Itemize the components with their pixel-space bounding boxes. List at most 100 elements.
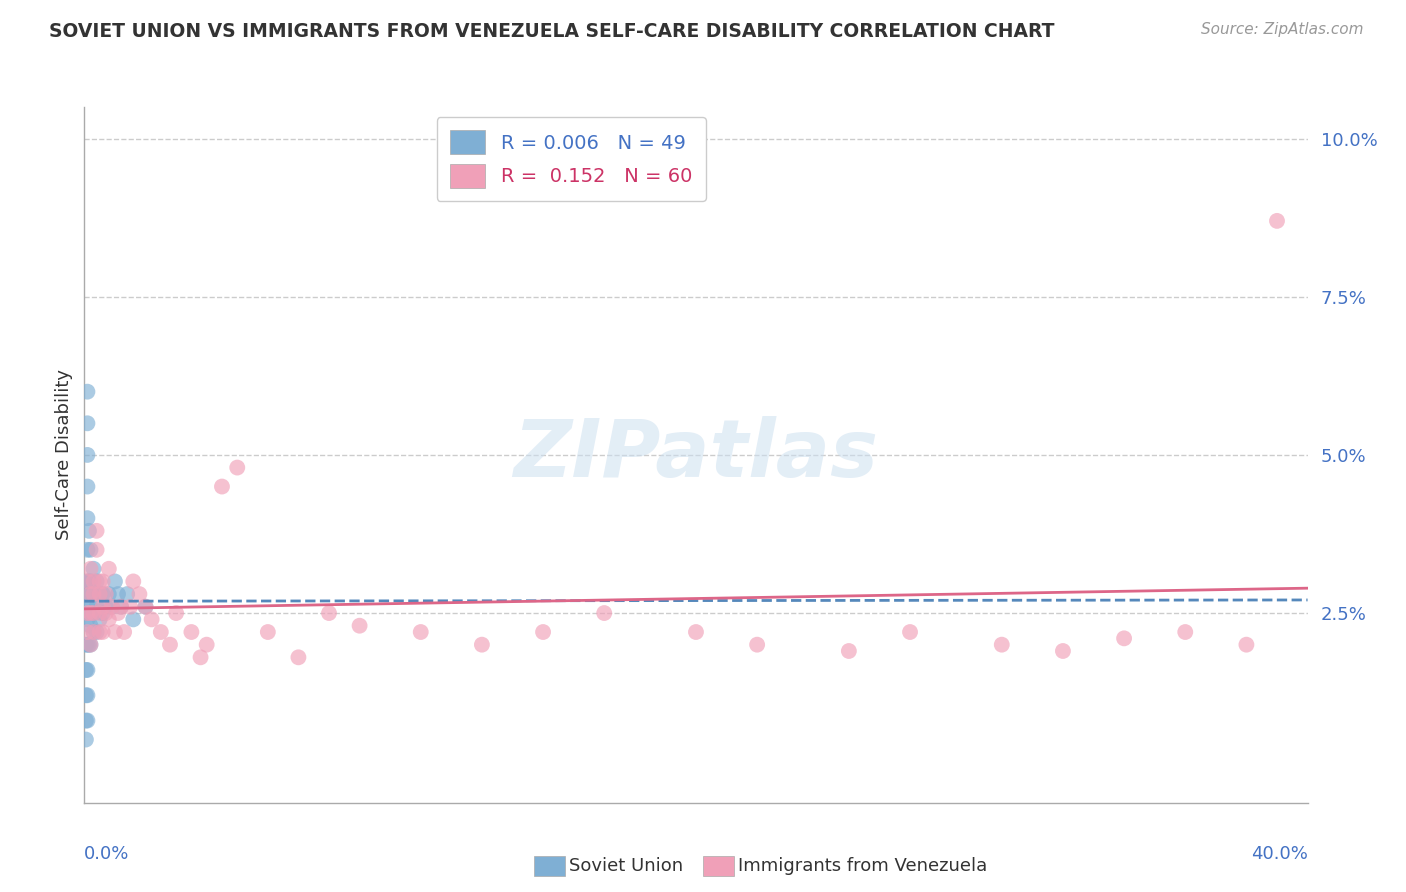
Point	[86, 599, 108, 614]
Point	[838, 644, 860, 658]
Point	[83, 587, 105, 601]
Point	[79, 587, 101, 601]
Point	[115, 587, 138, 601]
Point	[257, 625, 280, 640]
Y-axis label: Self-Care Disability: Self-Care Disability	[55, 369, 73, 541]
Point	[135, 599, 157, 614]
Point	[91, 606, 114, 620]
Point	[86, 524, 108, 538]
Point	[349, 618, 371, 632]
Point	[79, 638, 101, 652]
Point	[79, 542, 101, 557]
Point	[75, 688, 97, 702]
Point	[107, 587, 129, 601]
Point	[107, 606, 129, 620]
Point	[77, 638, 100, 652]
Point	[128, 587, 150, 601]
Point	[76, 663, 98, 677]
Point	[110, 599, 132, 614]
Point	[83, 606, 105, 620]
Point	[76, 574, 98, 589]
Point	[86, 542, 108, 557]
Point	[122, 574, 145, 589]
Point	[89, 574, 111, 589]
Point	[77, 574, 100, 589]
Point	[120, 599, 142, 614]
Text: Source: ZipAtlas.com: Source: ZipAtlas.com	[1201, 22, 1364, 37]
Point	[79, 618, 101, 632]
Point	[110, 599, 132, 614]
Point	[1265, 214, 1288, 228]
Point	[91, 587, 114, 601]
Point	[91, 625, 114, 640]
Point	[79, 574, 101, 589]
Point	[991, 638, 1014, 652]
Point	[101, 599, 124, 614]
Text: ZIPatlas: ZIPatlas	[513, 416, 879, 494]
Point	[165, 606, 187, 620]
Point	[1174, 625, 1197, 640]
Point	[77, 606, 100, 620]
Point	[149, 625, 172, 640]
Point	[97, 612, 120, 626]
Point	[76, 511, 98, 525]
Point	[97, 562, 120, 576]
Legend: R = 0.006   N = 49, R =  0.152   N = 60: R = 0.006 N = 49, R = 0.152 N = 60	[437, 117, 706, 202]
Point	[318, 606, 340, 620]
Point	[77, 524, 100, 538]
Point	[76, 417, 98, 431]
Point	[76, 479, 98, 493]
Point	[75, 732, 97, 747]
Point	[211, 479, 233, 493]
Point	[89, 606, 111, 620]
Point	[471, 638, 494, 652]
Point	[97, 587, 120, 601]
Point	[76, 599, 98, 614]
Point	[898, 625, 921, 640]
Point	[89, 625, 111, 640]
Point	[685, 625, 707, 640]
Point	[122, 612, 145, 626]
Point	[83, 625, 105, 640]
Point	[79, 638, 101, 652]
Text: SOVIET UNION VS IMMIGRANTS FROM VENEZUELA SELF-CARE DISABILITY CORRELATION CHART: SOVIET UNION VS IMMIGRANTS FROM VENEZUEL…	[49, 22, 1054, 41]
Point	[79, 587, 101, 601]
Point	[104, 574, 127, 589]
Point	[195, 638, 218, 652]
Point	[76, 688, 98, 702]
Point	[79, 606, 101, 620]
Point	[83, 606, 105, 620]
Point	[76, 384, 98, 399]
Point	[104, 625, 127, 640]
Point	[226, 460, 249, 475]
Point	[75, 638, 97, 652]
Point	[76, 448, 98, 462]
Point	[1114, 632, 1136, 646]
Point	[1052, 644, 1074, 658]
Point	[89, 587, 111, 601]
Point	[76, 625, 98, 640]
Point	[91, 599, 114, 614]
Point	[747, 638, 769, 652]
Point	[94, 587, 117, 601]
Point	[75, 714, 97, 728]
Point	[86, 574, 108, 589]
Point	[76, 638, 98, 652]
Point	[287, 650, 309, 665]
Point	[180, 625, 202, 640]
Text: Soviet Union: Soviet Union	[569, 857, 683, 875]
Point	[76, 606, 98, 620]
Point	[76, 612, 98, 626]
Text: 0.0%: 0.0%	[84, 845, 129, 863]
Point	[83, 625, 105, 640]
Point	[141, 612, 163, 626]
Point	[83, 587, 105, 601]
Point	[409, 625, 432, 640]
Point	[79, 599, 101, 614]
Point	[83, 574, 105, 589]
Point	[531, 625, 554, 640]
Point	[593, 606, 616, 620]
Point	[76, 587, 98, 601]
Point	[83, 562, 105, 576]
Point	[89, 612, 111, 626]
